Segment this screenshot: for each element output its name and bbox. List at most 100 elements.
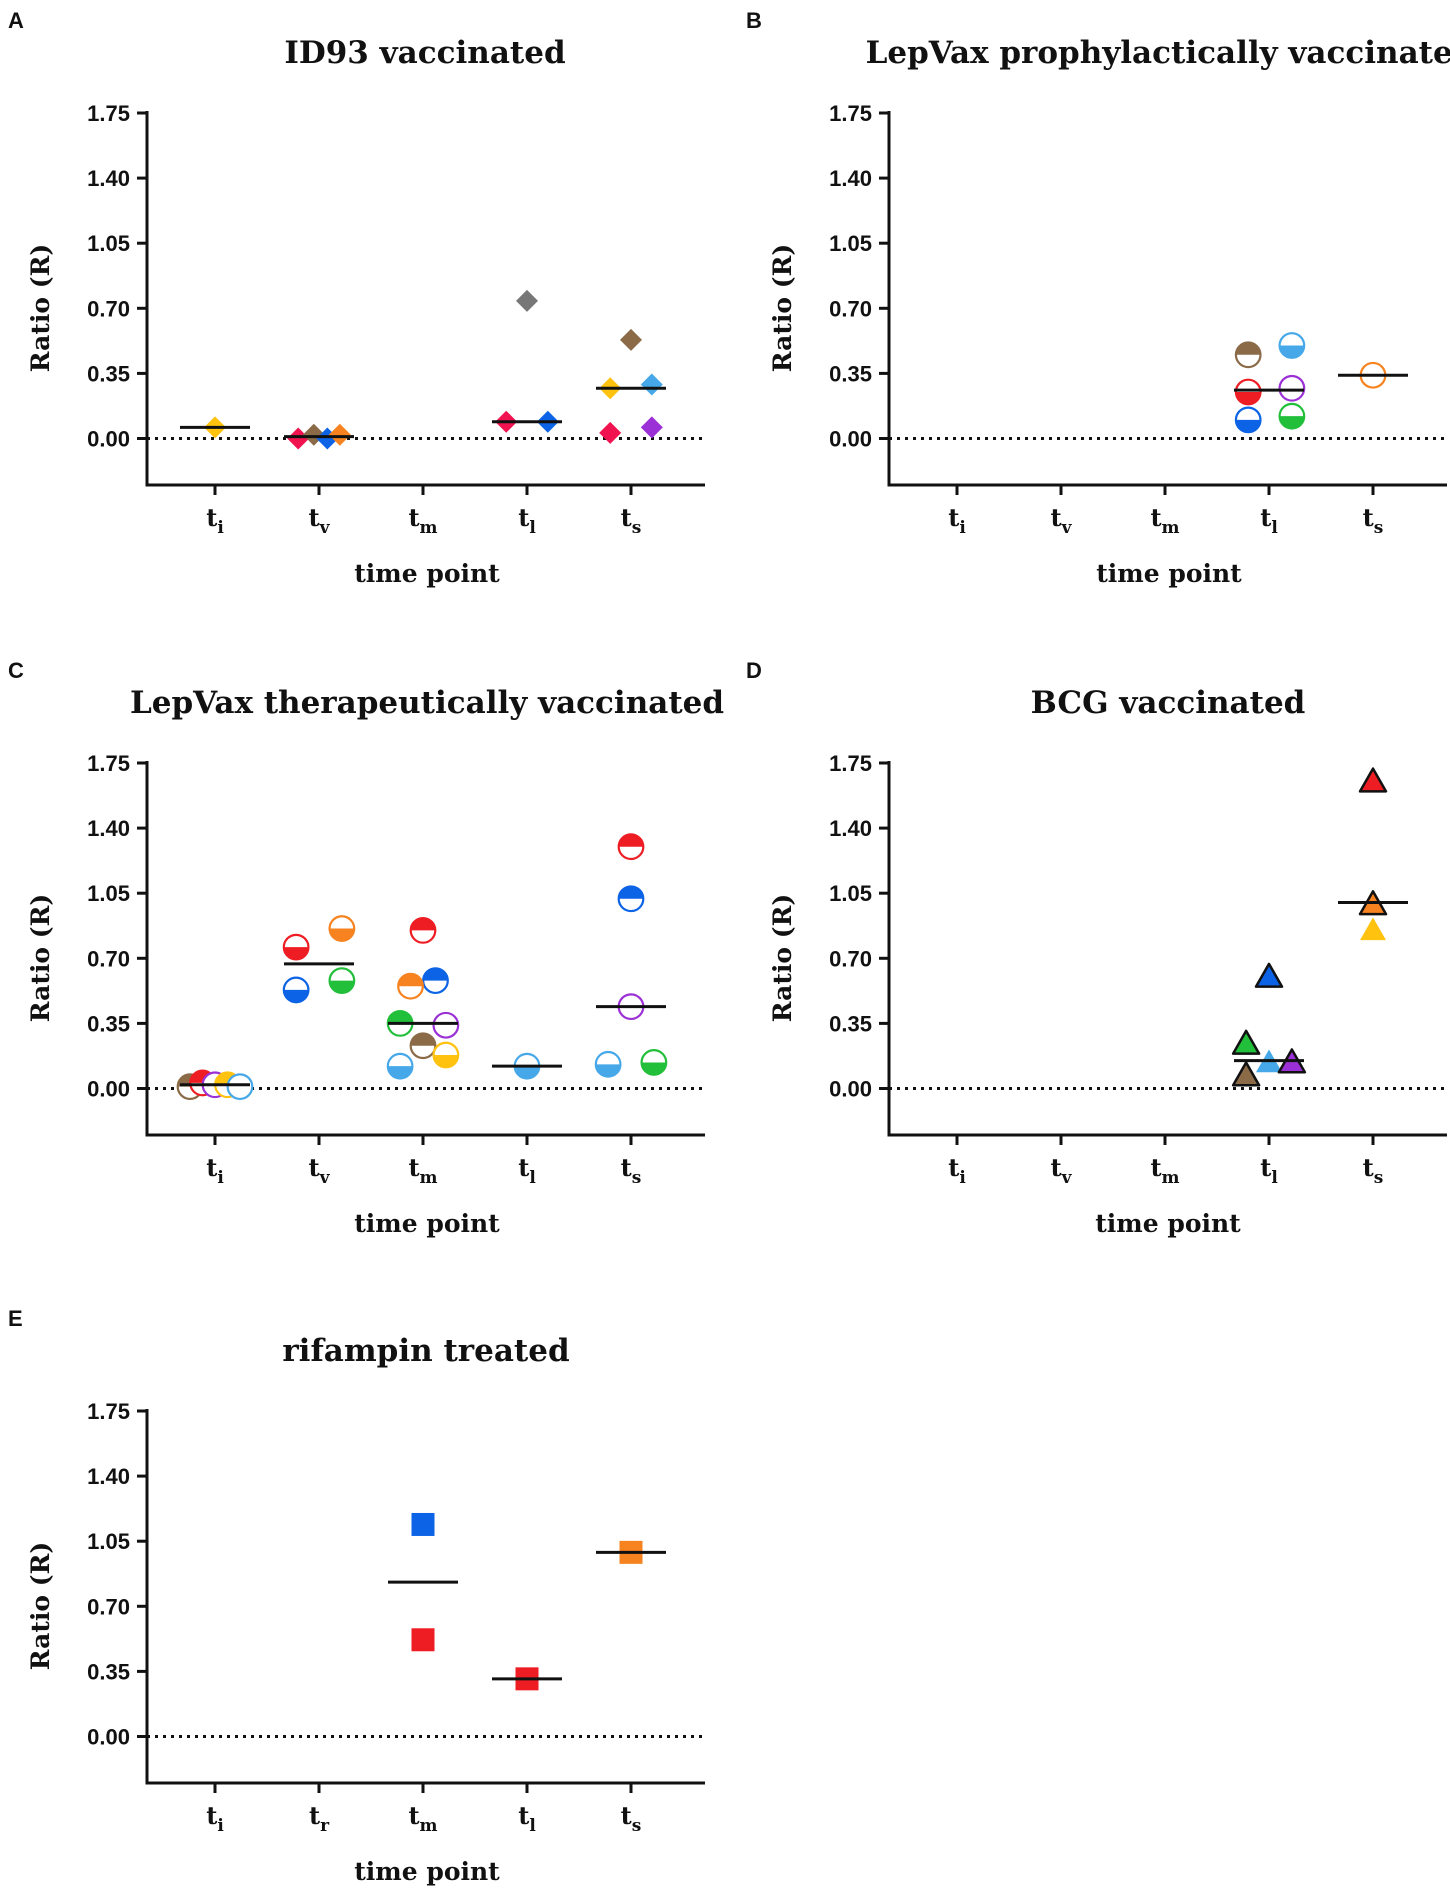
panel-a-data-point-gray (516, 289, 538, 312)
panel-d-data-point-brown (1231, 1061, 1261, 1087)
panel-e-letter: E (8, 1306, 23, 1331)
panel-c-y-tick-label: 1.40 (87, 816, 130, 841)
panel-e-x-tick-label: tm (408, 1801, 437, 1836)
panel-c-y-tick-label: 0.00 (87, 1077, 130, 1102)
panel-c-data-point-yellow (432, 1041, 460, 1069)
panel-e-x-tick-label: ti (206, 1801, 224, 1836)
panel-b-x-tick-label: tm (1150, 503, 1179, 538)
panel-a-x-tick-label: tm (408, 503, 437, 538)
panel-e-y-tick-label: 0.00 (87, 1725, 130, 1750)
panel-a-data-point-crimson (599, 421, 622, 444)
panel-b-data-point-green (1278, 402, 1306, 430)
panel-c-data-point-green (328, 967, 356, 995)
panel-b-y-axis-label: Ratio (R) (768, 244, 797, 372)
panel-d-y-tick-label: 0.70 (829, 946, 872, 971)
panel-d-y-tick-label: 0.35 (829, 1011, 872, 1036)
panel-a-x-tick-label: ts (621, 503, 642, 538)
panel-e-data-point-red (411, 1628, 435, 1652)
panel-c-data-point-lightblue (594, 1050, 622, 1078)
panel-d-x-tick-label: tm (1150, 1153, 1179, 1188)
panel-c-x-tick-label: tm (408, 1153, 437, 1188)
panel-b-plot-area: 0.00 0.35 0.70 1.05 1.40 1.75 ti tv tm tl ts (829, 101, 1447, 538)
panel-d-y-tick-label: 1.40 (829, 816, 872, 841)
panel-a-y-tick-label: 1.75 (87, 101, 130, 126)
panel-c-plot-area: 0.00 0.35 0.70 1.05 1.40 1.75 ti tv tm tl ts (87, 751, 705, 1188)
panel-b-x-tick-label: tv (1051, 503, 1073, 538)
panel-c-x-tick-label: tv (309, 1153, 331, 1188)
panel-d-plot-area: 0.00 0.35 0.70 1.05 1.40 1.75 ti tv tm tl ts (829, 751, 1447, 1188)
panel-e-y-axis-label: Ratio (R) (26, 1542, 55, 1670)
panel-e-plot-area: 0.00 0.35 0.70 1.05 1.40 1.75 ti tr tm tl ts (87, 1399, 705, 1836)
panel-a-data-point-lightblue (640, 373, 663, 396)
panel-d-y-tick-label: 1.05 (829, 881, 872, 906)
panel-e-y-tick-label: 1.75 (87, 1399, 130, 1424)
panel-a-data-point-purple (640, 416, 663, 439)
panel-a-y-axis-label: Ratio (R) (26, 244, 55, 372)
panel-b-y-tick-label: 1.05 (829, 231, 872, 256)
panel-a-y-tick-label: 1.05 (87, 231, 130, 256)
panel-e-x-axis-label: time point (354, 1857, 500, 1886)
panel-a-data-point-crimson (287, 427, 310, 450)
panel-a-y-tick-label: 0.70 (87, 296, 130, 321)
panel-b-data-point-lightblue (1278, 332, 1306, 359)
panel-b-data-point-purple (1278, 374, 1306, 402)
panel-b-x-tick-label: tl (1260, 503, 1278, 538)
panel-c-data-point-orange (397, 972, 424, 1000)
panel-c-data-point-red (282, 933, 310, 961)
panel-d-data-point-red (1358, 767, 1388, 793)
panel-a-y-tick-label: 1.40 (87, 166, 130, 191)
panel-d: D BCG vaccinated Ratio (R) time point 0.… (746, 658, 1447, 1238)
panel-d-x-tick-label: tv (1051, 1153, 1073, 1188)
panel-b-x-tick-label: ti (948, 503, 966, 538)
panel-a-x-axis-label: time point (354, 559, 500, 588)
panel-b-y-tick-label: 0.00 (829, 427, 872, 452)
panel-e-x-tick-label: tr (309, 1801, 330, 1836)
panel-d-y-tick-label: 0.00 (829, 1077, 872, 1102)
panel-d-y-tick-label: 1.75 (829, 751, 872, 776)
panel-d-data-point-blue (1254, 962, 1284, 988)
panel-c-y-tick-label: 1.05 (87, 881, 130, 906)
panel-d-x-axis-label: time point (1095, 1209, 1241, 1238)
panel-b-data-point-brown (1234, 341, 1262, 369)
panel-b-y-tick-label: 1.75 (829, 101, 872, 126)
panel-e-title: rifampin treated (282, 1333, 569, 1369)
panel-a-y-tick-label: 0.35 (87, 361, 130, 386)
panel-c-data-point-brown (409, 1032, 437, 1060)
panel-c-y-tick-label: 1.75 (87, 751, 130, 776)
panel-c-data-point-lightblue (226, 1073, 254, 1101)
panel-c-data-point-blue (617, 885, 645, 913)
panel-b-data-point-blue (1234, 406, 1262, 434)
panel-c-data-point-red (617, 833, 645, 861)
panel-e-y-tick-label: 1.40 (87, 1464, 130, 1489)
panel-a-x-tick-label: ti (206, 503, 224, 538)
panel-e-x-tick-label: tl (518, 1801, 536, 1836)
panel-a-x-tick-label: tl (518, 503, 536, 538)
panel-b-x-tick-label: ts (1363, 503, 1384, 538)
panel-c-data-point-green (640, 1049, 668, 1076)
panel-c-data-point-lightblue (386, 1052, 414, 1080)
panel-b: B LepVax prophylactically vaccinated Rat… (746, 8, 1450, 588)
panel-c-data-point-blue (422, 967, 449, 995)
panel-b-title: LepVax prophylactically vaccinated (866, 35, 1450, 71)
panel-a-x-tick-label: tv (309, 503, 331, 538)
panel-e-y-tick-label: 1.05 (87, 1529, 130, 1554)
panel-c-x-tick-label: ti (206, 1153, 224, 1188)
panel-c-x-tick-label: ts (621, 1153, 642, 1188)
panel-b-data-point-red (1234, 378, 1262, 406)
panel-c-data-point-blue (282, 976, 310, 1004)
panel-d-letter: D (746, 658, 762, 683)
panel-d-x-tick-label: tl (1260, 1153, 1278, 1188)
panel-a-data-point-brown (620, 328, 642, 351)
panel-b-y-tick-label: 0.35 (829, 361, 872, 386)
panel-d-y-axis-label: Ratio (R) (768, 894, 797, 1022)
panel-d-x-tick-label: ti (948, 1153, 966, 1188)
panel-c-y-tick-label: 0.35 (87, 1011, 130, 1036)
panel-c-y-axis-label: Ratio (R) (26, 894, 55, 1022)
panel-c: C LepVax therapeutically vaccinated Rati… (8, 658, 724, 1238)
panel-e-data-point-blue (411, 1512, 435, 1536)
panel-c-data-point-purple (432, 1011, 460, 1039)
panel-a-plot-area: 0.00 0.35 0.70 1.05 1.40 1.75 ti tv tm tl ts (87, 101, 705, 538)
panel-e-x-tick-label: ts (621, 1801, 642, 1836)
panel-b-letter: B (746, 8, 762, 33)
